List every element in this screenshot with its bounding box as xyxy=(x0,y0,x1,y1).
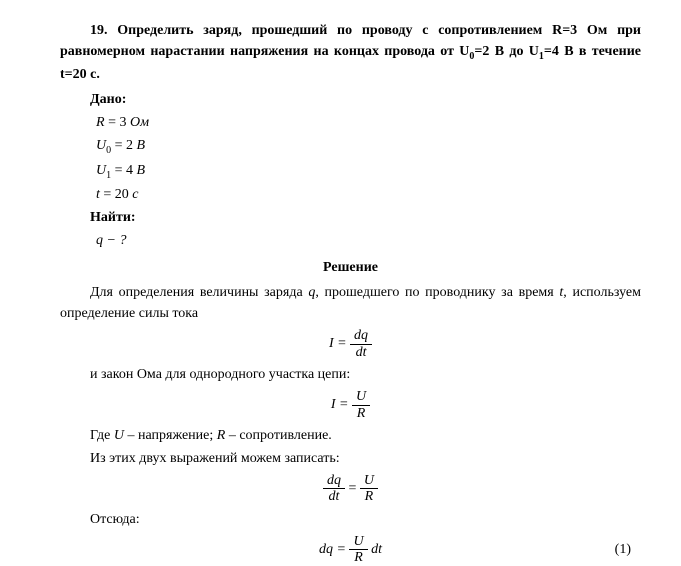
formula2-num: U xyxy=(352,389,370,405)
formula1-fraction: dqdt xyxy=(350,328,372,360)
formula1-den: dt xyxy=(350,345,372,360)
formula1-num: dq xyxy=(350,328,372,344)
formula4-content: dq = UR dt xyxy=(319,534,382,566)
given-line-4: t = 20 с xyxy=(60,184,641,205)
formula4-rhs: dt xyxy=(368,542,382,557)
formula-3: dqdt = UR xyxy=(60,473,641,505)
formula4-lhs: dq = xyxy=(319,542,349,557)
find-line-1: q − ? xyxy=(60,230,641,251)
given-var-2: U xyxy=(96,138,106,153)
given-line-3: U1 = 4 В xyxy=(60,160,641,183)
given-eq-1: = 3 xyxy=(105,115,130,130)
formula3-eq: = xyxy=(345,481,360,496)
para3-text-b: – напряжение; xyxy=(124,428,217,443)
given-var-3: U xyxy=(96,163,106,178)
formula2-lhs: I = xyxy=(331,397,352,412)
solution-header: Решение xyxy=(60,257,641,278)
para1-text-a: Для определения величины заряда xyxy=(90,285,308,300)
given-line-1: R = 3 Ом xyxy=(60,112,641,133)
given-label: Дано: xyxy=(60,89,641,110)
formula4-num: U xyxy=(349,534,367,550)
solution-para-2: и закон Ома для однородного участка цепи… xyxy=(60,364,641,385)
formula4-den: R xyxy=(349,550,367,565)
given-unit-2: В xyxy=(137,138,146,153)
given-unit-1: Ом xyxy=(130,115,149,130)
given-unit-4: с xyxy=(132,187,138,202)
given-line-2: U0 = 2 В xyxy=(60,135,641,158)
formula-1: I = dqdt xyxy=(60,328,641,360)
problem-statement: 19. Определить заряд, прошедший по прово… xyxy=(60,20,641,85)
para3-text-a: Где xyxy=(90,428,114,443)
para1-text-b: , прошедшего по проводнику за время xyxy=(315,285,559,300)
para3-var-u: U xyxy=(114,428,124,443)
formula3-fraction-1: dqdt xyxy=(323,473,345,505)
solution-para-1: Для определения величины заряда q, проше… xyxy=(60,282,641,324)
formula3-num2: U xyxy=(360,473,378,489)
formula3-num1: dq xyxy=(323,473,345,489)
para3-text-c: – сопротивление. xyxy=(225,428,331,443)
formula-2: I = UR xyxy=(60,389,641,421)
formula2-den: R xyxy=(352,406,370,421)
formula4-fraction: UR xyxy=(349,534,367,566)
given-unit-3: В xyxy=(137,163,146,178)
solution-para-4: Из этих двух выражений можем записать: xyxy=(60,448,641,469)
problem-number: 19. xyxy=(90,23,108,38)
formula2-fraction: UR xyxy=(352,389,370,421)
given-var-1: R xyxy=(96,115,105,130)
find-label: Найти: xyxy=(60,207,641,228)
formula4-number: (1) xyxy=(615,539,631,560)
given-eq-4: = 20 xyxy=(100,187,132,202)
formula3-fraction-2: UR xyxy=(360,473,378,505)
solution-para-3: Где U – напряжение; R – сопротивление. xyxy=(60,425,641,446)
formula3-den2: R xyxy=(360,489,378,504)
given-eq-2: = 2 xyxy=(111,138,136,153)
problem-text-2: =2 В до U xyxy=(474,44,539,59)
given-eq-3: = 4 xyxy=(111,163,136,178)
formula1-lhs: I = xyxy=(329,337,350,352)
formula3-den1: dt xyxy=(323,489,345,504)
formula-4: dq = UR dt (1) xyxy=(60,534,641,566)
